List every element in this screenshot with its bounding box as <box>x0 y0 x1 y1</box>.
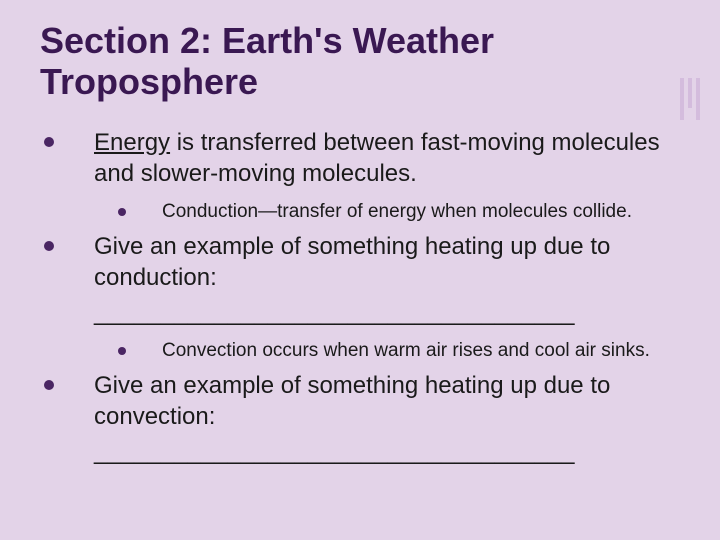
fill-in-blank: ____________________________________ <box>94 436 680 467</box>
bullet-text-rest: is transferred between fast-moving molec… <box>94 129 660 187</box>
list-item: Give an example of something heating up … <box>40 231 680 293</box>
bullet-icon <box>118 208 126 216</box>
sub-bullet-text: Convection occurs when warm air rises an… <box>162 338 650 364</box>
bullet-text: Give an example of something heating up … <box>94 370 680 432</box>
bullet-text: Energy is transferred between fast-movin… <box>94 127 680 189</box>
list-subitem: Conduction—transfer of energy when molec… <box>40 199 680 225</box>
bullet-icon <box>44 241 54 251</box>
bullet-icon <box>44 137 54 147</box>
list-item: Energy is transferred between fast-movin… <box>40 127 680 189</box>
corner-decoration <box>680 78 700 120</box>
list-subitem: Convection occurs when warm air rises an… <box>40 338 680 364</box>
list-item: Give an example of something heating up … <box>40 370 680 432</box>
bullet-text: Give an example of something heating up … <box>94 231 680 293</box>
slide-title: Section 2: Earth's Weather Troposphere <box>40 20 680 103</box>
sub-bullet-text: Conduction—transfer of energy when molec… <box>162 199 632 225</box>
fill-in-blank: ____________________________________ <box>94 297 680 328</box>
slide-body: Energy is transferred between fast-movin… <box>40 127 680 468</box>
underlined-term: Energy <box>94 129 170 156</box>
bullet-icon <box>44 380 54 390</box>
bullet-icon <box>118 347 126 355</box>
